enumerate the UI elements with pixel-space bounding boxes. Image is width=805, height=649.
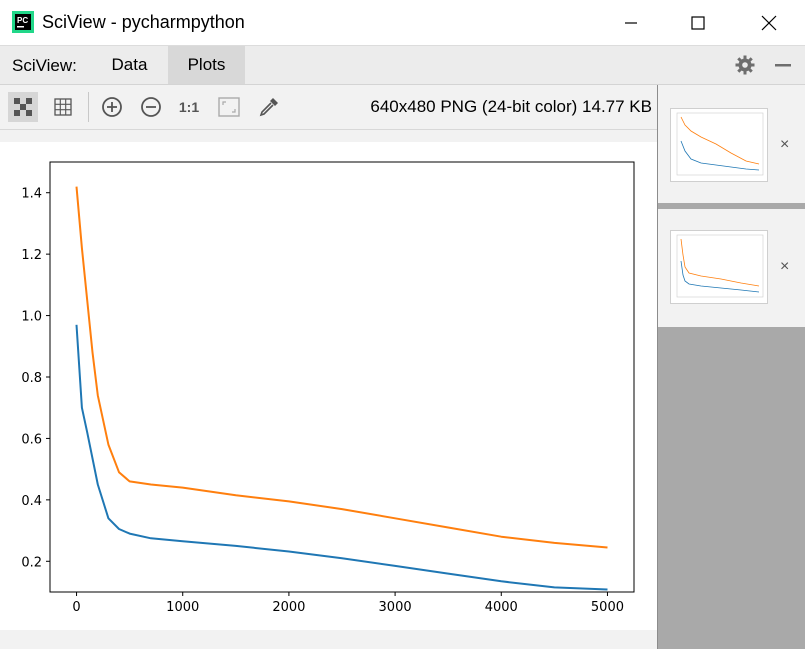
hide-panel-button[interactable] bbox=[772, 54, 794, 76]
close-thumbnail-1[interactable]: × bbox=[780, 136, 790, 153]
pycharm-app-icon: PC bbox=[12, 11, 34, 33]
toolbar-separator bbox=[88, 92, 89, 122]
gear-icon bbox=[735, 55, 755, 75]
checkerboard-icon bbox=[14, 98, 32, 116]
thumbnail-preview bbox=[676, 234, 764, 298]
canvas-margin bbox=[0, 130, 657, 142]
window-title: SciView - pycharmpython bbox=[42, 12, 245, 32]
x-tick-label: 5000 bbox=[591, 600, 624, 615]
thumbnail-item-1[interactable]: × bbox=[658, 85, 805, 203]
thumbnail-preview bbox=[676, 112, 764, 176]
grid-button[interactable] bbox=[48, 92, 78, 122]
plot-thumbnail[interactable] bbox=[670, 230, 768, 304]
zoom-in-icon bbox=[102, 97, 122, 117]
y-tick-label: 1.2 bbox=[21, 248, 42, 263]
sciview-label: SciView: bbox=[12, 56, 77, 75]
x-tick-label: 2000 bbox=[272, 600, 305, 615]
x-tick-label: 1000 bbox=[166, 600, 199, 615]
minimize-icon bbox=[625, 21, 637, 24]
series-line-2 bbox=[75, 186, 608, 549]
title-bar: PC SciView - pycharmpython bbox=[0, 0, 805, 46]
tab-plots[interactable]: Plots bbox=[168, 46, 245, 84]
y-tick-label: 1.0 bbox=[21, 310, 42, 325]
maximize-button[interactable] bbox=[675, 0, 721, 45]
y-tick-label: 0.6 bbox=[21, 432, 42, 447]
close-thumbnail-2[interactable]: × bbox=[780, 258, 790, 275]
series-line-1 bbox=[75, 324, 608, 591]
svg-text:PC: PC bbox=[17, 16, 28, 25]
plots-thumbnail-panel: × × bbox=[657, 85, 805, 649]
y-tick-label: 0.4 bbox=[21, 494, 42, 509]
sciview-menubar: SciView: Data Plots bbox=[0, 46, 805, 85]
plot-canvas: 0 1000 2000 3000 4000 5000 0.2 0.4 0.6 0.8 1.0 1.2 1… bbox=[0, 142, 657, 630]
y-tick-label: 0.8 bbox=[21, 371, 42, 386]
color-picker-icon bbox=[259, 98, 278, 117]
plot-thumbnail[interactable] bbox=[670, 108, 768, 182]
maximize-icon bbox=[691, 15, 705, 30]
grid-icon bbox=[54, 98, 72, 116]
settings-button[interactable] bbox=[734, 54, 756, 76]
minus-icon bbox=[775, 64, 791, 67]
image-info: 640x480 PNG (24-bit color) 14.77 KB bbox=[370, 97, 652, 116]
zoom-out-icon bbox=[141, 97, 161, 117]
actual-size-button[interactable]: 1:1 bbox=[178, 99, 200, 115]
fit-to-window-button[interactable] bbox=[214, 92, 244, 122]
canvas-bottom-margin bbox=[0, 630, 657, 649]
line-chart: 0 1000 2000 3000 4000 5000 0.2 0.4 0.6 0.8 1.0 1.2 1… bbox=[21, 161, 635, 615]
tab-data[interactable]: Data bbox=[111, 55, 148, 74]
x-tick-label: 3000 bbox=[379, 600, 412, 615]
y-tick-label: 0.2 bbox=[21, 555, 42, 570]
image-toolbar: 1:1 640x480 PNG (24-bit color) 14.77 KB bbox=[0, 85, 660, 130]
thumbnail-item-2[interactable]: × bbox=[658, 209, 805, 327]
zoom-in-button[interactable] bbox=[97, 92, 127, 122]
close-button[interactable] bbox=[746, 0, 792, 45]
y-tick-label: 1.4 bbox=[21, 187, 42, 202]
minimize-button[interactable] bbox=[608, 0, 654, 45]
checkerboard-button[interactable] bbox=[8, 92, 38, 122]
x-tick-label: 0 bbox=[72, 600, 80, 615]
axes-frame bbox=[49, 161, 635, 593]
zoom-out-button[interactable] bbox=[136, 92, 166, 122]
close-icon bbox=[761, 15, 777, 30]
color-picker-button[interactable] bbox=[254, 92, 284, 122]
x-tick-label: 4000 bbox=[485, 600, 518, 615]
fit-to-window-icon bbox=[218, 97, 240, 117]
